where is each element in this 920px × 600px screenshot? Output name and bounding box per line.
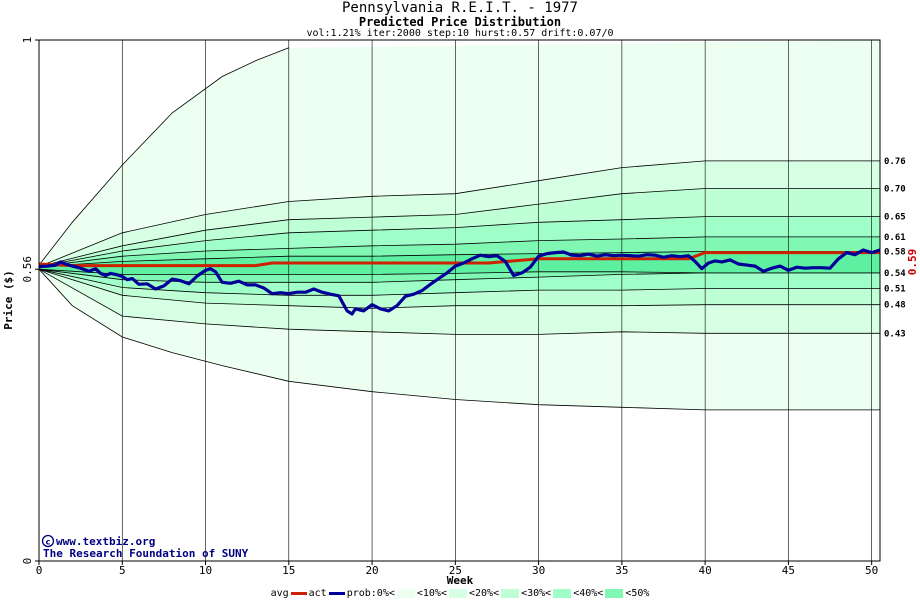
x-tick-label: 25 [449,564,462,577]
legend-b50-label: <50% [625,588,650,599]
band-level-label: 0.43 [884,329,906,339]
x-tick-label: 45 [782,564,795,577]
x-axis-label: Week [447,574,474,587]
legend-b20-label: <20%< [468,588,500,599]
band-level-label: 0.51 [884,285,906,295]
band-upper-line-3 [38,216,880,267]
legend-band40-swatch [605,589,624,598]
watermark-org: The Research Foundation of SUNY [43,547,249,560]
watermark-url: www.textbiz.org [56,535,155,548]
legend-band30-swatch [553,589,572,598]
y-axis-label: Price ($) [2,270,15,330]
chart-params: vol:1.21% iter:2000 step:10 hurst:0.57 d… [306,28,614,39]
chart-title: Pennsylvania R.E.I.T. - 1977 [341,0,578,16]
series-lines [38,248,881,316]
plot-frame [38,39,881,562]
band-level-label: 0.58 [884,248,906,258]
band-boundary-lines [38,47,880,411]
series-line-avg [38,251,880,268]
copyright-icon-glyph: c [46,538,51,547]
band-lower-line-1 [38,268,880,335]
band-lower-line-2 [38,268,880,309]
x-tick-label: 5 [119,564,126,577]
legend-act-label: act [308,588,327,599]
legend-avg-label: avg [270,588,289,599]
x-tick-label: 35 [615,564,628,577]
band-level-labels: 0.76 0.70 0.65 0.61 0.58 0.54 0.51 0.48 0.43 [884,157,906,339]
legend-act-swatch [328,592,345,595]
x-tick-label: 15 [282,564,295,577]
y-tick-label: 0 [21,558,34,565]
legend-b40-label: <40%< [573,588,604,599]
x-tick-label: 20 [365,564,378,577]
x-tick-label: 40 [699,564,712,577]
envelope-lower-line [38,268,880,411]
envelope-upper-line [38,47,289,266]
band-upper-line-5 [38,251,880,267]
copyright-icon [41,534,55,548]
y-tick-label: 1 [21,37,34,44]
x-tick-label: 30 [532,564,545,577]
band-upper-line-1 [38,160,880,267]
band-upper-line-2 [38,188,880,267]
axis-ticks: 0 5 10 15 20 25 30 35 40 45 50 0 0.56 1 [21,37,878,577]
axes [38,39,881,562]
band-level-label: 0.70 [884,184,906,194]
legend-b30-label: <30%< [521,588,552,599]
chart-subtitle: Predicted Price Distribution [358,15,562,29]
band-lower-line-5 [38,268,880,275]
band-lower-line-4 [38,268,880,283]
band-upper-line-4 [38,236,880,267]
legend-band10-swatch [448,589,467,598]
x-tick-label: 0 [36,564,43,577]
legend-b10-label: <10%< [416,588,447,599]
band-level-label: 0.54 [884,269,906,279]
band-level-label: 0.48 [884,301,906,311]
band-level-label: 0.65 [884,213,906,223]
x-tick-label: 10 [199,564,212,577]
legend-avg-swatch [290,592,307,595]
series-line-act [38,248,881,316]
legend: avg act prob:0%< <10%< <20%< <30%< <40%< <50% [0,588,920,600]
band-level-label: 0.76 [884,157,906,167]
legend-prob-label: prob:0%< [346,588,395,599]
legend-band20-swatch [501,589,520,598]
legend-band0-swatch [396,589,415,598]
watermark: c www.textbiz.org The Research Foundatio… [41,534,249,560]
last-price-label: 0.59 [906,249,919,276]
probability-bands [39,40,880,410]
x-tick-label: 50 [865,564,878,577]
y-tick-label: 0.56 [21,256,34,283]
band-level-label: 0.61 [884,233,906,243]
grid [121,40,872,561]
